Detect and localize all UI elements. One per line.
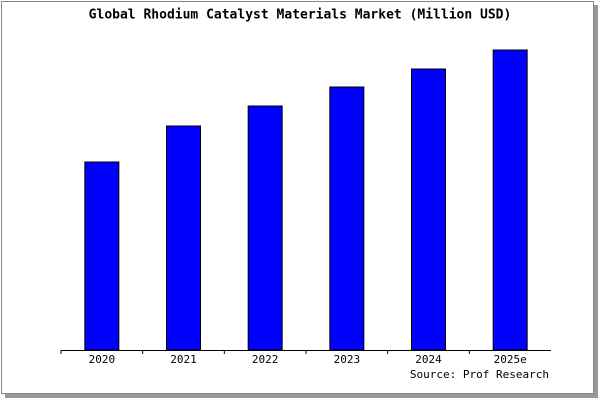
bar: [492, 49, 528, 351]
x-tick-label: 2025e: [494, 353, 527, 366]
chart-title: Global Rhodium Catalyst Materials Market…: [89, 8, 512, 23]
bar: [84, 161, 120, 351]
bar: [247, 105, 283, 351]
x-tick-label: 2024: [415, 353, 442, 366]
plot-area: [61, 48, 551, 350]
x-tick-label: 2023: [334, 353, 361, 366]
bar: [329, 86, 365, 351]
x-tick-label: 2022: [252, 353, 279, 366]
bar: [411, 68, 446, 351]
x-tick-label: 2020: [89, 353, 116, 366]
bar: [166, 125, 201, 351]
x-tick-label: 2021: [170, 353, 197, 366]
source-note: Source: Prof Research: [410, 368, 549, 381]
